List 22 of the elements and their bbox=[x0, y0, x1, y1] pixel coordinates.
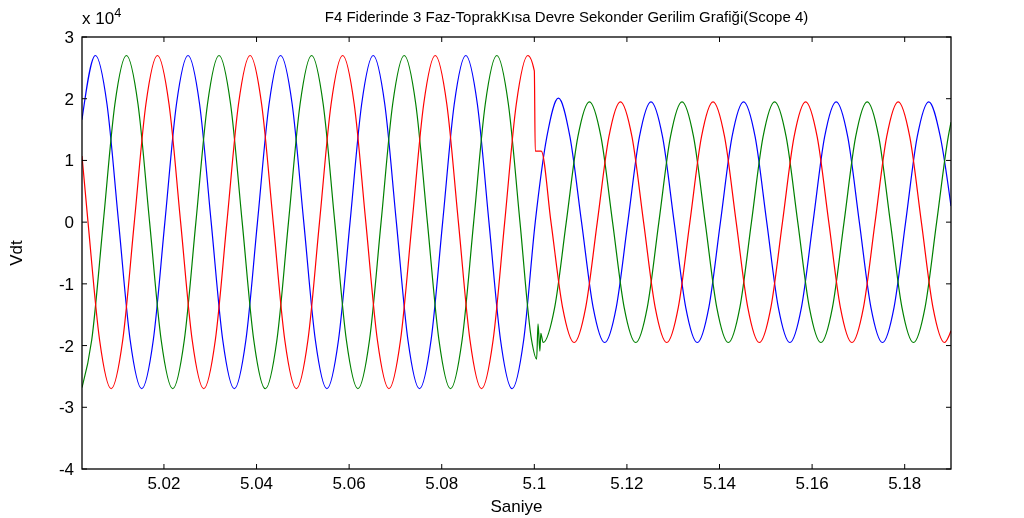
chart-title: F4 Fiderinde 3 Faz-ToprakKısa Devre Sekonder Gerilim Grafiği(Scope 4) bbox=[324, 8, 809, 25]
y-tick-label: 2 bbox=[64, 89, 74, 109]
x-axis-title: Saniye bbox=[490, 497, 543, 516]
line-series bbox=[82, 54, 951, 390]
x-tick-label: 5.08 bbox=[425, 474, 459, 493]
x-tick-label: 5.06 bbox=[332, 474, 366, 493]
x-tick-label: 5.02 bbox=[147, 474, 181, 493]
y-tick-label: 1 bbox=[64, 151, 74, 171]
y-tick-label: -2 bbox=[58, 336, 74, 356]
y-tick-label: -1 bbox=[58, 274, 74, 294]
text: x 10$^{4}$ bbox=[82, 4, 122, 28]
y-tick-label: 3 bbox=[64, 27, 74, 47]
x-tick-label: 5.1 bbox=[522, 474, 547, 493]
y-tick-label: -4 bbox=[58, 459, 74, 479]
x-tick-label: 5.14 bbox=[702, 474, 737, 493]
x-tick-label: 5.04 bbox=[239, 474, 274, 493]
y-axis-title: Vdt bbox=[7, 239, 26, 266]
x-tick-label: 5.16 bbox=[795, 474, 829, 493]
x-tick-label: 5.18 bbox=[888, 474, 922, 493]
y-tick-label: -3 bbox=[58, 398, 74, 418]
x-tick-label: 5.12 bbox=[610, 474, 644, 493]
y-tick-label: 0 bbox=[64, 213, 74, 233]
